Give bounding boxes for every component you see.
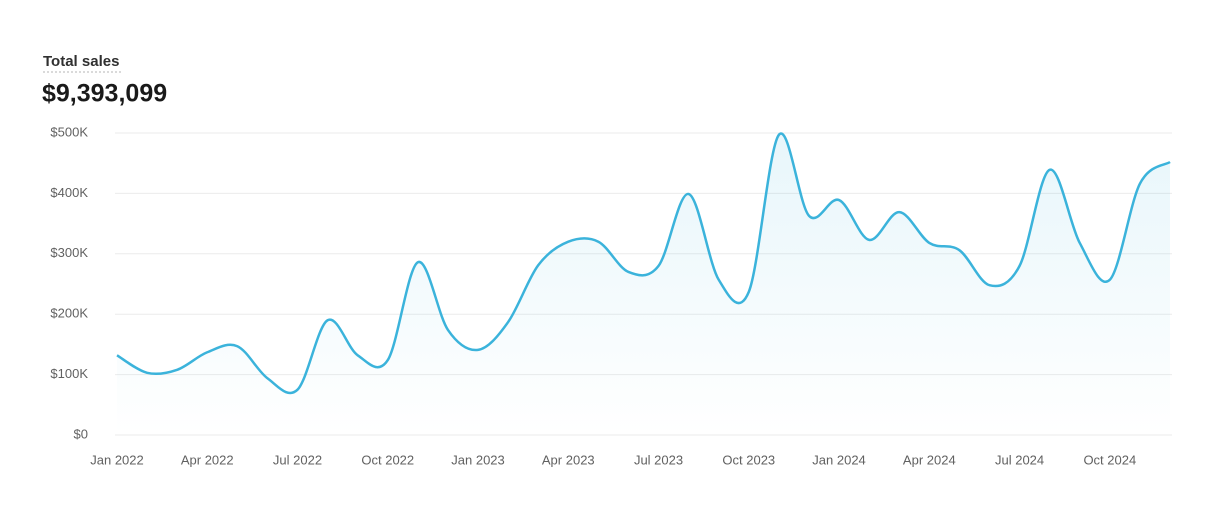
- x-tick-label: Jul 2022: [273, 452, 322, 467]
- x-tick-label: Oct 2023: [722, 452, 775, 467]
- y-tick-label: $0: [74, 426, 88, 441]
- x-tick-label: Oct 2022: [361, 452, 414, 467]
- chart-title: Total sales: [43, 53, 119, 70]
- y-tick-label: $500K: [50, 124, 88, 139]
- x-tick-label: Apr 2022: [181, 452, 234, 467]
- line: [116, 132, 1171, 395]
- area: [117, 133, 1170, 435]
- y-tick-label: $300K: [50, 245, 88, 260]
- total-value: $9,393,099: [42, 80, 167, 108]
- x-tick-label: Apr 2024: [903, 452, 956, 467]
- y-tick-label: $100K: [50, 366, 88, 381]
- x-tick-label: Jan 2022: [90, 452, 144, 467]
- x-tick-label: Oct 2024: [1083, 452, 1136, 467]
- y-tick-label: $400K: [50, 185, 88, 200]
- x-tick-label: Jan 2023: [451, 452, 505, 467]
- x-tick-label: Apr 2023: [542, 452, 595, 467]
- y-tick-label: $200K: [50, 306, 88, 321]
- x-tick-label: Jul 2023: [634, 452, 683, 467]
- x-tick-label: Jul 2024: [995, 452, 1044, 467]
- x-tick-label: Jan 2024: [812, 452, 866, 467]
